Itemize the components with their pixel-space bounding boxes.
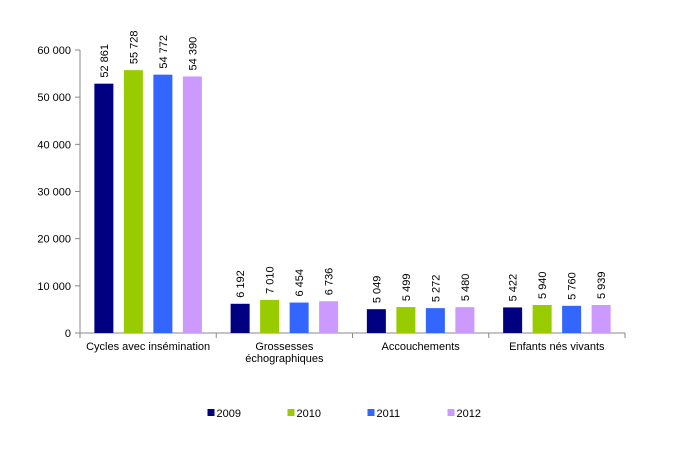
value-label: 5 272 [430,275,442,303]
bar [366,309,386,333]
legend-swatch [447,409,455,416]
y-tick-label: 10 000 [37,281,71,293]
legend-swatch [207,409,215,416]
value-label: 6 192 [235,270,247,298]
value-label: 5 939 [596,271,608,299]
legend-swatch [367,409,375,416]
bar [455,307,475,333]
bar [396,307,416,333]
x-tick-label: Accouchements [381,341,460,353]
legend-label: 2010 [297,408,321,420]
value-label: 6 736 [324,268,336,296]
bar [123,70,143,333]
x-tick-label: Enfants nés vivants [509,341,605,353]
value-label: 5 760 [567,272,579,300]
value-label: 7 010 [265,266,277,294]
bar [153,74,173,334]
bar [319,301,339,333]
legend-label: 2009 [217,408,241,420]
bar [182,76,202,333]
value-label: 52 861 [99,44,111,78]
legend-label: 2011 [377,408,401,420]
value-label: 54 772 [158,35,170,69]
value-label: 6 454 [294,269,306,297]
value-label: 54 390 [187,37,199,71]
bar [260,299,280,333]
bar [94,83,114,333]
bar [425,308,445,333]
value-label: 5 480 [460,274,472,302]
bar [289,302,309,333]
bar [230,303,250,333]
y-tick-label: 60 000 [37,45,71,57]
value-label: 55 728 [128,30,140,64]
value-label: 5 422 [508,274,520,302]
bar [532,304,552,333]
y-tick-label: 50 000 [37,92,71,104]
value-label: 5 940 [537,271,549,299]
x-tick-label: Grossesses échographiques [245,341,324,365]
bar [562,305,582,333]
y-tick-label: 30 000 [37,187,71,199]
value-label: 5 049 [371,276,383,304]
legend-label: 2012 [457,408,481,420]
x-tick-label: Cycles avec insémination [86,341,210,353]
y-tick-label: 0 [65,328,71,340]
value-label: 5 499 [401,274,413,302]
legend-swatch [287,409,295,416]
y-tick-label: 40 000 [37,139,71,151]
bar [591,304,611,333]
bar [503,307,523,333]
y-tick-label: 20 000 [37,234,71,246]
